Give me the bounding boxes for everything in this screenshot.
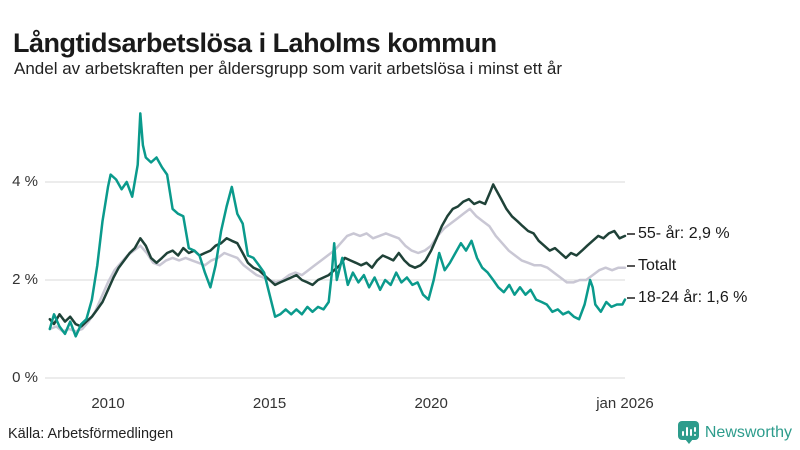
page-title: Långtidsarbetslösa i Laholms kommun	[13, 28, 497, 59]
label-leader-dash	[627, 232, 635, 235]
series-line-totalt	[48, 207, 627, 333]
series-end-label-55-r: 55- år: 2,9 %	[627, 225, 730, 243]
y-axis-tick-label: 0 %	[12, 369, 38, 386]
newsworthy-wordmark: Newsworthy	[704, 424, 792, 441]
label-leader-dash	[627, 296, 635, 299]
series-end-label-text: Totalt	[638, 256, 677, 274]
series-line-18-24-r	[48, 112, 627, 338]
newsworthy-logo-icon	[677, 421, 699, 445]
series-end-label-18-24-r: 18-24 år: 1,6 %	[627, 289, 747, 307]
series-end-label-text: 18-24 år: 1,6 %	[638, 288, 748, 306]
x-axis-tick-label: jan 2026	[596, 395, 654, 412]
chart-subtitle: Andel av arbetskraften per åldersgrupp s…	[14, 59, 563, 78]
newsworthy-brand-link[interactable]: Newsworthy	[677, 419, 792, 447]
x-axis-tick-label: 2015	[252, 395, 287, 412]
series-end-label-text: 55- år: 2,9 %	[638, 224, 730, 242]
y-axis-tick-label: 4 %	[12, 172, 38, 190]
source-credit: Källa: Arbetsförmedlingen	[8, 426, 174, 442]
x-axis-tick-label: 2020	[414, 395, 448, 412]
series-line-55-r	[48, 183, 627, 328]
y-axis-tick-label: 2 %	[12, 270, 38, 288]
x-axis-tick-label: 2010	[91, 395, 125, 412]
label-leader-dash	[627, 264, 635, 267]
series-end-label-totalt: Totalt	[627, 257, 676, 275]
